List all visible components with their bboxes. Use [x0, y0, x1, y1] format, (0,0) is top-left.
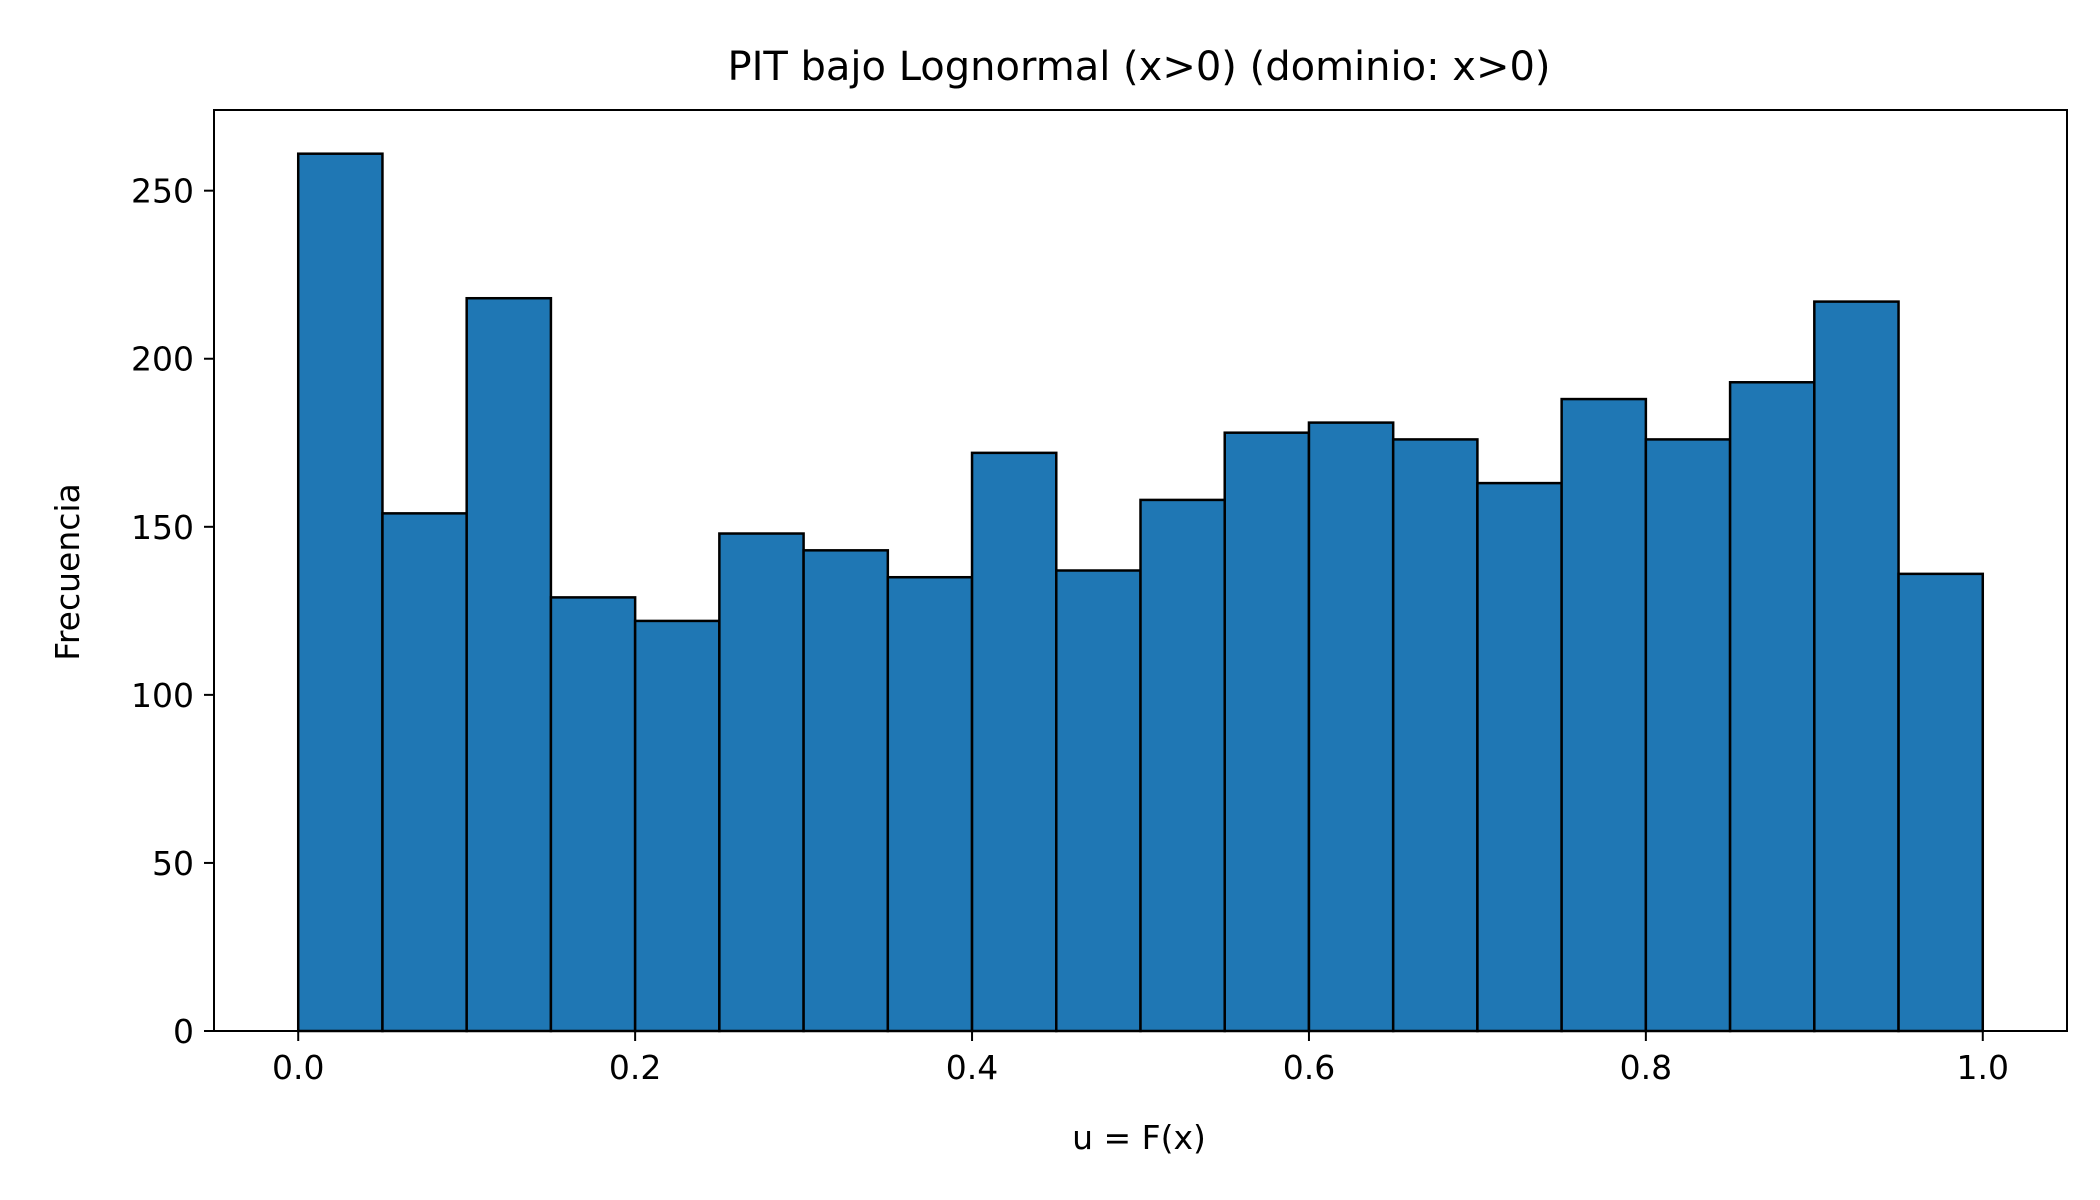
x-tick-label: 1.0: [1957, 1048, 2009, 1087]
histogram-bar: [381, 512, 468, 1033]
histogram-bar: [1307, 421, 1395, 1033]
histogram-bar: [1644, 438, 1732, 1033]
histogram-bar: [970, 451, 1058, 1033]
histogram-bar: [718, 532, 805, 1033]
histogram-bar: [1055, 569, 1142, 1033]
histogram-bar: [1728, 381, 1816, 1033]
histogram-bar: [1223, 431, 1311, 1033]
x-tick-label: 0.0: [272, 1048, 324, 1087]
histogram-bar: [1391, 438, 1479, 1033]
y-tick-label: 0: [173, 1012, 194, 1051]
histogram-bar: [1476, 481, 1563, 1033]
y-tick-label: 100: [131, 676, 194, 715]
histogram-bar: [633, 619, 721, 1033]
histogram-bar: [1139, 498, 1226, 1033]
histogram-bar: [296, 152, 384, 1033]
x-axis-label: u = F(x): [1072, 1118, 1206, 1157]
plot-frame: [213, 109, 2068, 1032]
histogram-bar: [549, 596, 637, 1033]
y-tick-label: 200: [131, 340, 194, 379]
x-tick-label: 0.6: [1283, 1048, 1335, 1087]
y-tick-label: 150: [131, 508, 194, 547]
y-tick-label: 250: [131, 172, 194, 211]
y-axis-ticks: 0 50 100 150 200 250: [131, 172, 214, 1051]
x-axis-ticks: 0.0 0.2 0.4 0.6 0.8 1.0: [272, 1031, 2009, 1087]
chart-title: PIT bajo Lognormal (x>0) (dominio: x>0): [727, 44, 1550, 90]
bars-group: [296, 152, 1985, 1033]
y-axis-label: Frecuencia: [48, 483, 87, 661]
histogram-bar: [1897, 572, 1985, 1033]
x-tick-label: 0.4: [946, 1048, 998, 1087]
x-tick-label: 0.2: [609, 1048, 661, 1087]
histogram-bar: [1813, 300, 1900, 1033]
histogram-bar: [802, 549, 890, 1033]
y-tick-label: 50: [152, 844, 194, 883]
x-tick-label: 0.8: [1620, 1048, 1672, 1087]
histogram-bar: [465, 296, 553, 1033]
histogram-bar: [1560, 397, 1648, 1033]
histogram-bar: [886, 575, 974, 1033]
